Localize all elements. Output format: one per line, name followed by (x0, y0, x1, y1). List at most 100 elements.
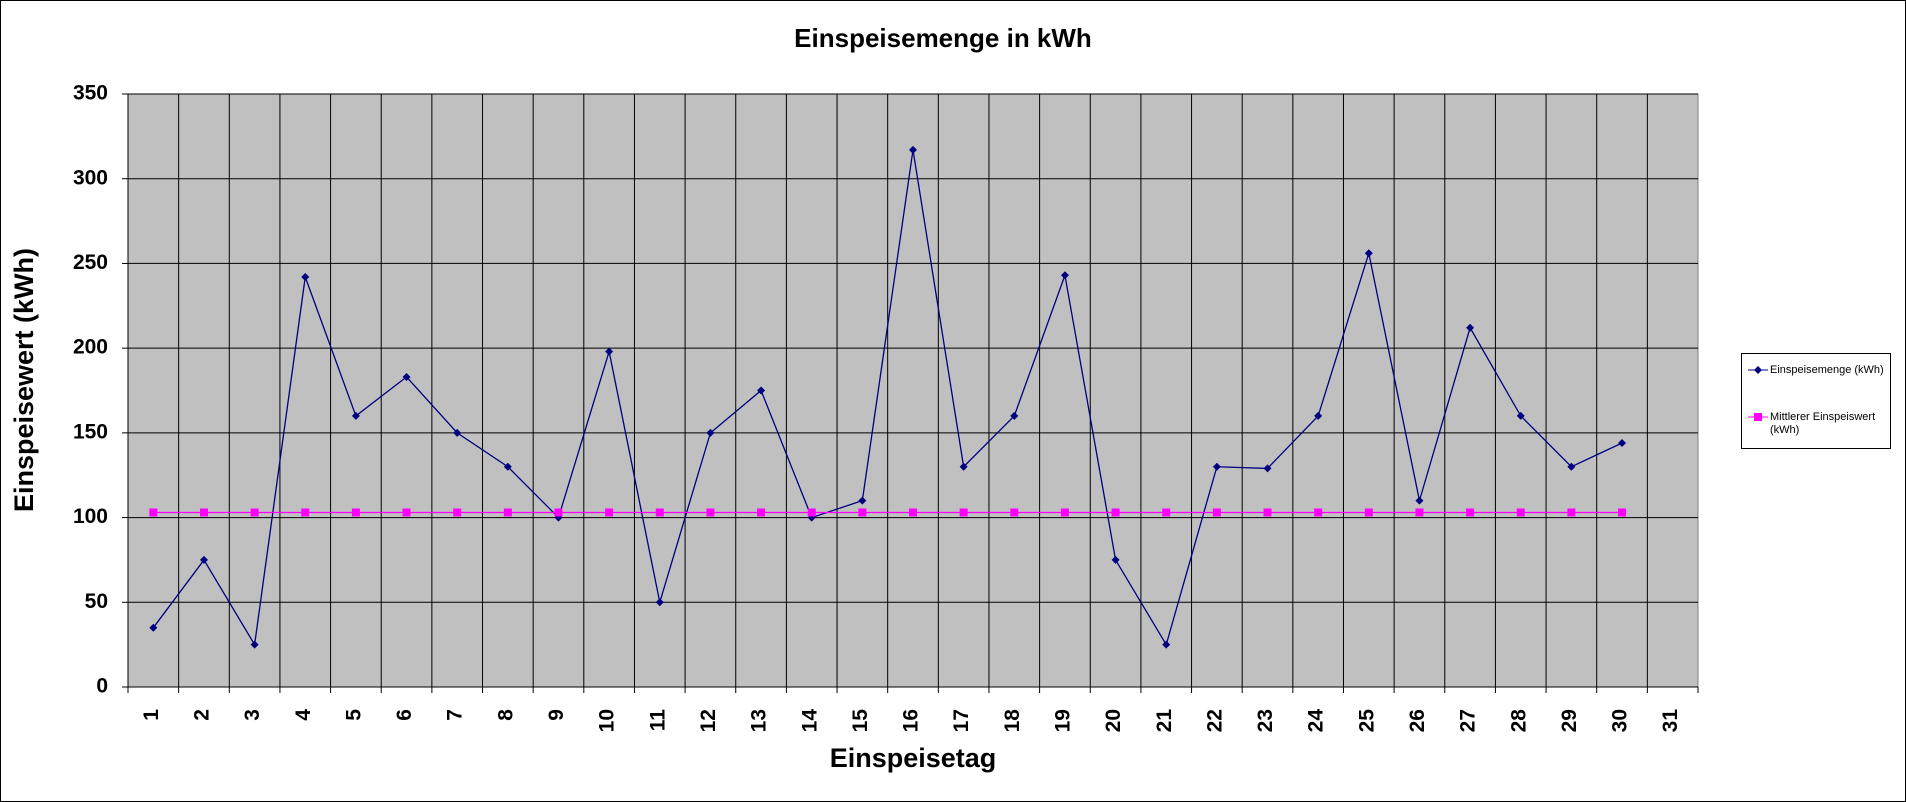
marker (1010, 411, 1019, 420)
marker (149, 623, 158, 632)
marker (1516, 508, 1525, 517)
marker (402, 372, 411, 381)
x-tick-label: 1 (140, 709, 163, 721)
x-tick-label: 24 (1305, 709, 1328, 733)
x-tick-label: 4 (292, 709, 315, 721)
x-tick-label: 5 (342, 709, 365, 721)
marker (250, 508, 259, 517)
marker (1466, 323, 1475, 332)
y-tick-label: 0 (96, 675, 108, 698)
marker (503, 462, 512, 471)
marker (807, 508, 816, 517)
marker (959, 508, 968, 517)
marker (1212, 508, 1221, 517)
x-tick-label: 18 (1001, 709, 1024, 733)
marker (706, 508, 715, 517)
marker (250, 640, 259, 649)
x-tick-label: 11 (646, 709, 669, 732)
marker (1567, 508, 1576, 517)
x-tick-label: 26 (1406, 709, 1429, 732)
marker (1618, 439, 1627, 448)
marker (351, 508, 360, 517)
x-axis-label: Einspeisetag (830, 743, 997, 773)
legend-swatch (1748, 366, 1768, 374)
marker (909, 145, 917, 154)
x-tick-label: 25 (1355, 709, 1378, 733)
legend-item: Mittlerer Einspeiswert (kWh) (1746, 411, 1890, 437)
x-tick-label: 14 (798, 709, 821, 733)
x-tick-label: 9 (545, 709, 568, 721)
y-tick-label: 200 (73, 336, 108, 359)
marker (909, 508, 917, 517)
marker (149, 508, 158, 517)
x-tick-label: 8 (494, 709, 517, 721)
x-tick-label: 2 (191, 709, 214, 721)
marker (605, 347, 614, 356)
marker (1111, 508, 1120, 517)
y-tick-label: 150 (73, 420, 108, 443)
x-tick-label: 28 (1507, 709, 1530, 733)
legend-item: Einspeisemenge (kWh) (1746, 364, 1890, 377)
y-tick-label: 300 (73, 166, 108, 189)
marker (1364, 508, 1373, 517)
marker (453, 508, 462, 517)
marker (1516, 411, 1525, 420)
x-tick-label: 13 (748, 709, 771, 732)
marker (858, 508, 867, 517)
x-tick-label: 20 (1102, 709, 1125, 732)
legend-swatch (1748, 413, 1768, 421)
plot-area (127, 93, 1699, 688)
marker (655, 598, 664, 607)
marker (706, 428, 715, 437)
y-tick-label: 250 (73, 251, 108, 274)
x-tick-label: 27 (1457, 709, 1480, 732)
x-tick-label: 19 (1051, 709, 1074, 732)
marker (757, 508, 766, 517)
x-tick-label: 29 (1558, 709, 1581, 732)
marker (351, 411, 360, 420)
marker (199, 555, 208, 564)
marker (959, 462, 968, 471)
marker (554, 508, 563, 517)
x-tick-label: 7 (444, 709, 467, 721)
marker (1060, 271, 1069, 280)
x-tick-label: 6 (393, 709, 416, 721)
x-tick-label: 3 (241, 709, 264, 721)
marker (1162, 640, 1171, 649)
legend-label: Einspeisemenge (kWh) (1770, 364, 1884, 376)
marker (1010, 508, 1019, 517)
y-tick-label: 350 (73, 82, 108, 105)
marker (1567, 462, 1576, 471)
marker (1111, 555, 1120, 564)
marker (1314, 508, 1323, 517)
marker (858, 496, 867, 505)
x-tick-label: 23 (1254, 709, 1277, 732)
x-tick-label: 17 (950, 709, 973, 732)
marker (1364, 249, 1373, 258)
legend-marker (1754, 366, 1762, 374)
marker (757, 386, 766, 395)
x-tick-label: 12 (697, 709, 720, 732)
marker (453, 428, 462, 437)
legend-label: Mittlerer Einspeiswert (kWh) (1770, 411, 1876, 436)
marker (655, 508, 664, 517)
marker (1263, 508, 1272, 517)
x-tick-label: 30 (1609, 709, 1632, 732)
x-tick-label: 15 (849, 709, 872, 733)
marker (605, 508, 614, 517)
marker (199, 508, 208, 517)
y-axis-label: Einspeisewert (kWh) (9, 248, 39, 512)
marker (1162, 508, 1171, 517)
legend: Einspeisemenge (kWh) Mittlerer Einspeiswe… (1741, 353, 1891, 449)
marker (1212, 462, 1221, 471)
marker (1466, 508, 1475, 517)
marker (301, 508, 310, 517)
marker (1263, 464, 1272, 473)
marker (1415, 496, 1424, 505)
marker (1618, 508, 1627, 517)
y-tick-label: 100 (73, 505, 108, 528)
marker (402, 508, 411, 517)
x-tick-label: 21 (1153, 709, 1176, 733)
x-tick-label: 31 (1659, 709, 1682, 733)
